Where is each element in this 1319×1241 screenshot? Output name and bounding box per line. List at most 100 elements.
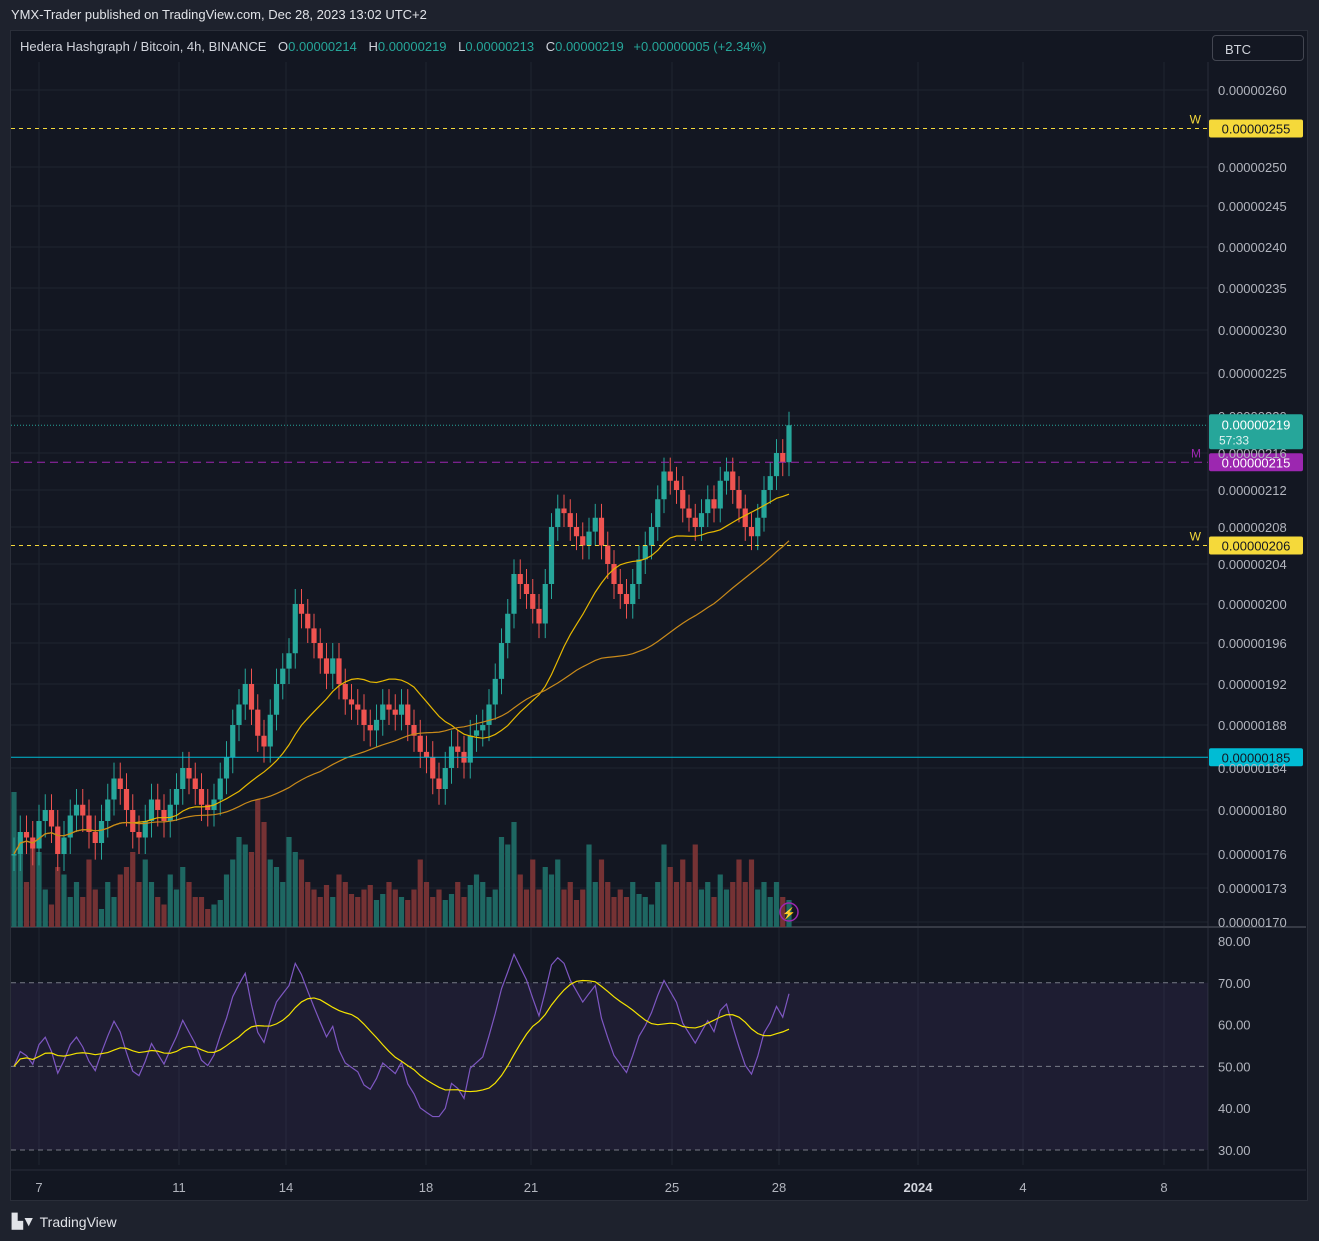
level-label-bg-3 [1209,748,1303,767]
price-tick-label: 0.00000196 [1218,636,1287,651]
candle-body [467,735,473,763]
volume-bar [167,874,173,927]
candle-body [398,704,405,715]
lightning-icon [779,902,799,922]
candle-body [248,684,255,710]
candle-body [611,564,617,584]
candle-body [636,559,642,584]
candle-body [742,508,748,527]
candle-body [173,789,180,805]
level-label-1: 0.00000215 [1222,455,1291,470]
candle-body [73,804,80,816]
volume-bar [673,882,680,927]
volume-bar [130,852,136,927]
volume-bar [311,889,317,927]
candle-body [417,735,423,752]
volume-bar [773,882,780,927]
level-label-0: 0.00000255 [1222,122,1291,137]
candle-body [323,658,330,674]
volume-bar [111,897,117,927]
candle-body [186,768,192,779]
chart-frame [10,30,1308,1201]
candle-body [473,730,480,736]
open-label: O [278,39,289,54]
candle-body [192,778,198,789]
volume-bar [680,859,686,927]
last-price-bg [1209,414,1303,450]
price-tick-label: 0.00000235 [1218,281,1287,296]
candle-body [605,545,611,564]
candle-body [498,643,505,679]
candle-body [67,815,73,838]
candle-body [155,799,161,810]
candle-body [698,513,705,527]
volume-bar [555,859,561,927]
volume-bar [530,859,536,927]
time-tick-label: 14 [279,1180,293,1195]
time-tick-label: 18 [419,1180,433,1195]
volume-bar [92,889,98,927]
volume-bar [361,889,367,927]
candle-body [598,517,605,546]
level-label-2: 0.00000206 [1222,539,1291,554]
currency-button[interactable]: BTC [1212,35,1304,61]
volume-bar [117,874,123,927]
volume-bar [398,897,405,927]
price-tick-label: 0.00000188 [1218,718,1287,733]
price-tick-label: 0.00000170 [1218,915,1287,930]
volume-bar [373,900,380,927]
volume-bar [648,904,655,927]
volume-bar [548,874,555,927]
volume-bar [342,882,348,927]
candle-body [130,810,136,832]
candle-body [723,471,730,481]
candle-body [736,490,742,509]
candle-body [786,425,792,463]
candle-body [380,704,386,720]
candle-body [267,714,273,747]
volume-bar [217,900,223,927]
candle-body [255,709,261,736]
candle-body [486,704,492,725]
rsi-line [13,952,790,1118]
price-tick-label: 0.00000225 [1218,366,1287,381]
candle-body [336,658,342,684]
candle-body [730,471,736,490]
last-price-label: 0.00000219 [1222,417,1291,432]
price-tick-label: 0.00000173 [1218,881,1287,896]
lightning-icon: ⚡ [782,907,796,920]
candle-body [217,778,223,800]
price-tick-label: 0.00000245 [1218,199,1287,214]
price-tick-label: 0.00000250 [1218,160,1287,175]
volume-bar [723,889,730,927]
candle-body [423,751,430,758]
footer-brand: TradingView [39,1213,117,1230]
volume-bar [586,844,592,927]
volume-bar [786,900,792,927]
volume-bar [742,882,748,927]
volume-bar [661,844,667,927]
candle-body [123,789,130,810]
volume-bar [67,897,73,927]
candle-body [773,453,780,477]
volume-bar [580,889,586,927]
candle-body [292,604,298,654]
symbol-title[interactable]: Hedera Hashgraph / Bitcoin, 4h, BINANCE [20,39,267,54]
published-header: YMX-Trader published on TradingView.com,… [11,7,427,22]
candle-body [161,810,167,821]
volume-bar [248,852,255,927]
volume-bar [423,882,430,927]
candle-body [148,799,155,821]
candle-body [55,826,61,854]
candle-body [673,480,680,490]
rsi-tick-label: 40.00 [1218,1101,1251,1116]
low-value: 0.00000213 [465,39,535,54]
volume-bar [298,859,305,927]
price-tick-label: 0.00000230 [1218,323,1287,338]
candle-body [348,699,355,705]
volume-bar [461,897,467,927]
price-tick-label: 0.00000180 [1218,803,1287,818]
candle-body [242,684,248,705]
volume-bar [492,889,498,927]
